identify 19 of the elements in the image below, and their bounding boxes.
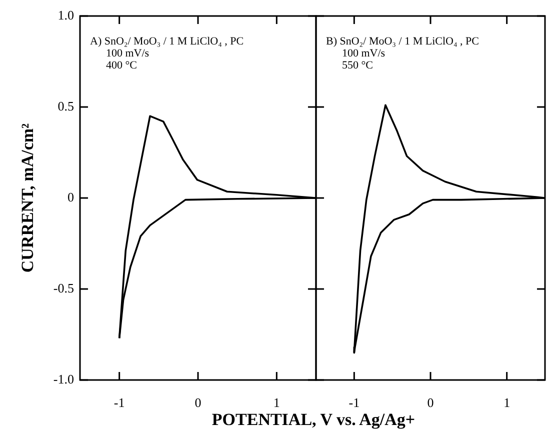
x-tick-label: 1 xyxy=(273,395,280,410)
y-tick-label: -0.5 xyxy=(53,280,74,296)
y-tick-label: -1.0 xyxy=(53,371,74,386)
x-tick-label: 1 xyxy=(504,395,510,410)
y-tick-label: 0.5 xyxy=(58,98,74,114)
annotation: 550 °C xyxy=(342,59,373,72)
annotation: 100 mV/s xyxy=(342,47,386,60)
x-axis-title: POTENTIAL, V vs. Ag/Ag+ xyxy=(210,410,416,430)
y-tick-label: 1.0 xyxy=(58,7,74,22)
annotation: 400 °C xyxy=(106,59,137,72)
annotation: 100 mV/s xyxy=(106,47,150,60)
x-tick-label: 0 xyxy=(194,395,202,410)
x-tick-label: 0 xyxy=(427,395,434,410)
annotation: B) SnO₂/ MoO₃ / 1 M LiClO₄ , PC xyxy=(326,35,480,48)
y-axis-title: CURRENT, mA/cm² xyxy=(18,122,38,275)
y-tick-label: 0 xyxy=(68,189,74,204)
annotation: A) SnO₂/ MoO₃ / 1 M LiClO₄ , PC xyxy=(90,35,244,48)
x-tick-label: -1 xyxy=(114,395,125,410)
x-tick-label: -1 xyxy=(348,395,360,410)
